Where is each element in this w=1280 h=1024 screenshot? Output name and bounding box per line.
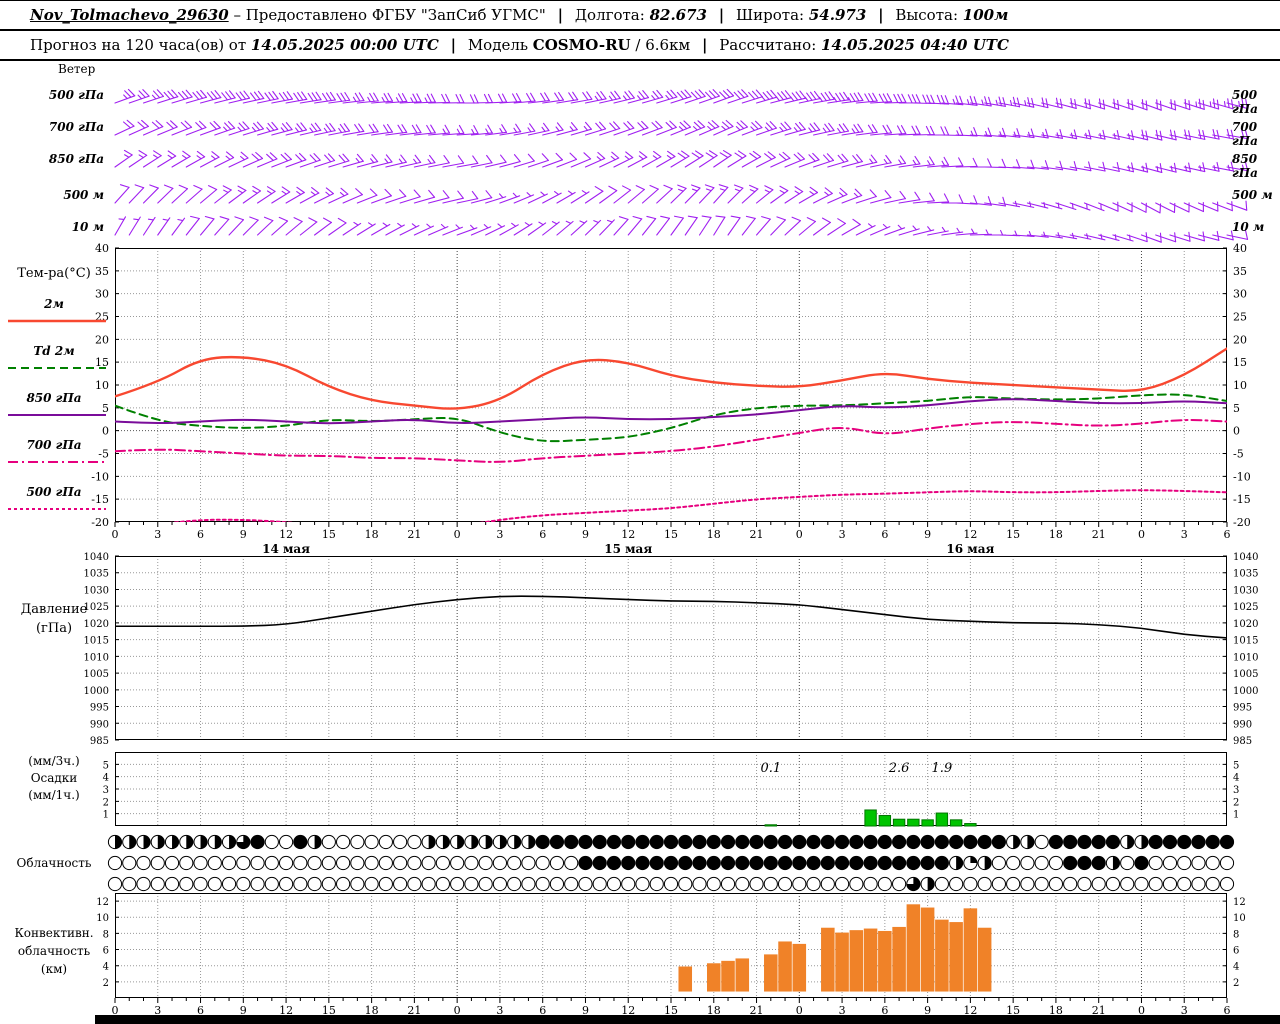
cloud-panel-title: Облачность — [16, 856, 92, 870]
calc-time: 14.05.2025 04:40 UTC — [821, 36, 1009, 54]
wind-level-10m-right: 10 м — [1232, 220, 1265, 234]
altitude-label: Высота: — [895, 6, 959, 24]
conv-panel-title-2: облачность — [17, 944, 91, 958]
model-label: Модель — [467, 36, 529, 54]
latitude-label: Широта: — [736, 6, 805, 24]
latitude-value: 54.973 — [808, 6, 867, 24]
station-name: Nov_Tolmachevo_29630 — [30, 6, 229, 24]
wind-level-500hpa-right: 500 гПа — [1232, 88, 1258, 116]
precip-units-3h: (мм/3ч.) — [28, 754, 80, 768]
legend-850hpa: 850 гПа — [26, 391, 82, 405]
longitude-label: Долгота: — [574, 6, 645, 24]
precip-panel-title: Осадки — [30, 771, 78, 785]
model-name: COSMO-RU — [532, 36, 631, 54]
model-resolution: / 6.6км — [635, 36, 691, 54]
wind-level-700hpa-right: 700 гПа — [1232, 120, 1258, 148]
wind-level-500m-right: 500 м — [1232, 188, 1273, 202]
separator: | — [718, 6, 725, 24]
separator: | — [878, 6, 884, 24]
longitude-value: 82.673 — [649, 6, 707, 24]
separator: | — [450, 36, 457, 54]
legend-500hpa: 500 гПа — [26, 485, 82, 499]
separator: | — [557, 6, 564, 24]
header-line-2: Прогноз на 120 часа(ов) от 14.05.2025 00… — [0, 31, 1280, 59]
conv-panel-title-1: Конвективн. — [14, 926, 94, 940]
header-line-1: Nov_Tolmachevo_29630 – Предоставлено ФГБ… — [0, 1, 1280, 31]
pressure-panel-units: (гПа) — [35, 621, 73, 636]
altitude-value: 100м — [962, 6, 1009, 24]
calc-label: Рассчитано: — [719, 36, 817, 54]
separator: | — [701, 36, 708, 54]
header: Nov_Tolmachevo_29630 – Предоставлено ФГБ… — [0, 0, 1280, 61]
provider-text: – Предоставлено ФГБУ "ЗапСиб УГМС" — [233, 6, 546, 24]
wind-level-850hpa-right: 850 гПа — [1232, 152, 1258, 180]
wind-level-500m-left: 500 м — [63, 188, 104, 202]
forecast-label: Прогноз на 120 часа(ов) от — [30, 36, 247, 54]
legend-td2m: Td 2м — [33, 344, 75, 358]
wind-level-700hpa-left: 700 гПа — [48, 120, 104, 134]
precip-units-1h: (мм/1ч.) — [28, 788, 80, 802]
legend-700hpa: 700 гПа — [26, 438, 82, 452]
wind-panel-title: Ветер — [58, 62, 96, 76]
wind-level-850hpa-left: 850 гПа — [48, 152, 104, 166]
temp-panel-title: Тем-ра(°C) — [17, 266, 91, 281]
wind-level-500hpa-left: 500 гПа — [48, 88, 104, 102]
wind-level-10m-left: 10 м — [71, 220, 104, 234]
legend-2m: 2м — [44, 297, 64, 311]
bottom-bar — [95, 1015, 1280, 1024]
pressure-panel-title: Давление — [20, 602, 88, 617]
conv-panel-units: (км) — [40, 962, 68, 976]
run-time: 14.05.2025 00:00 UTC — [250, 36, 439, 54]
